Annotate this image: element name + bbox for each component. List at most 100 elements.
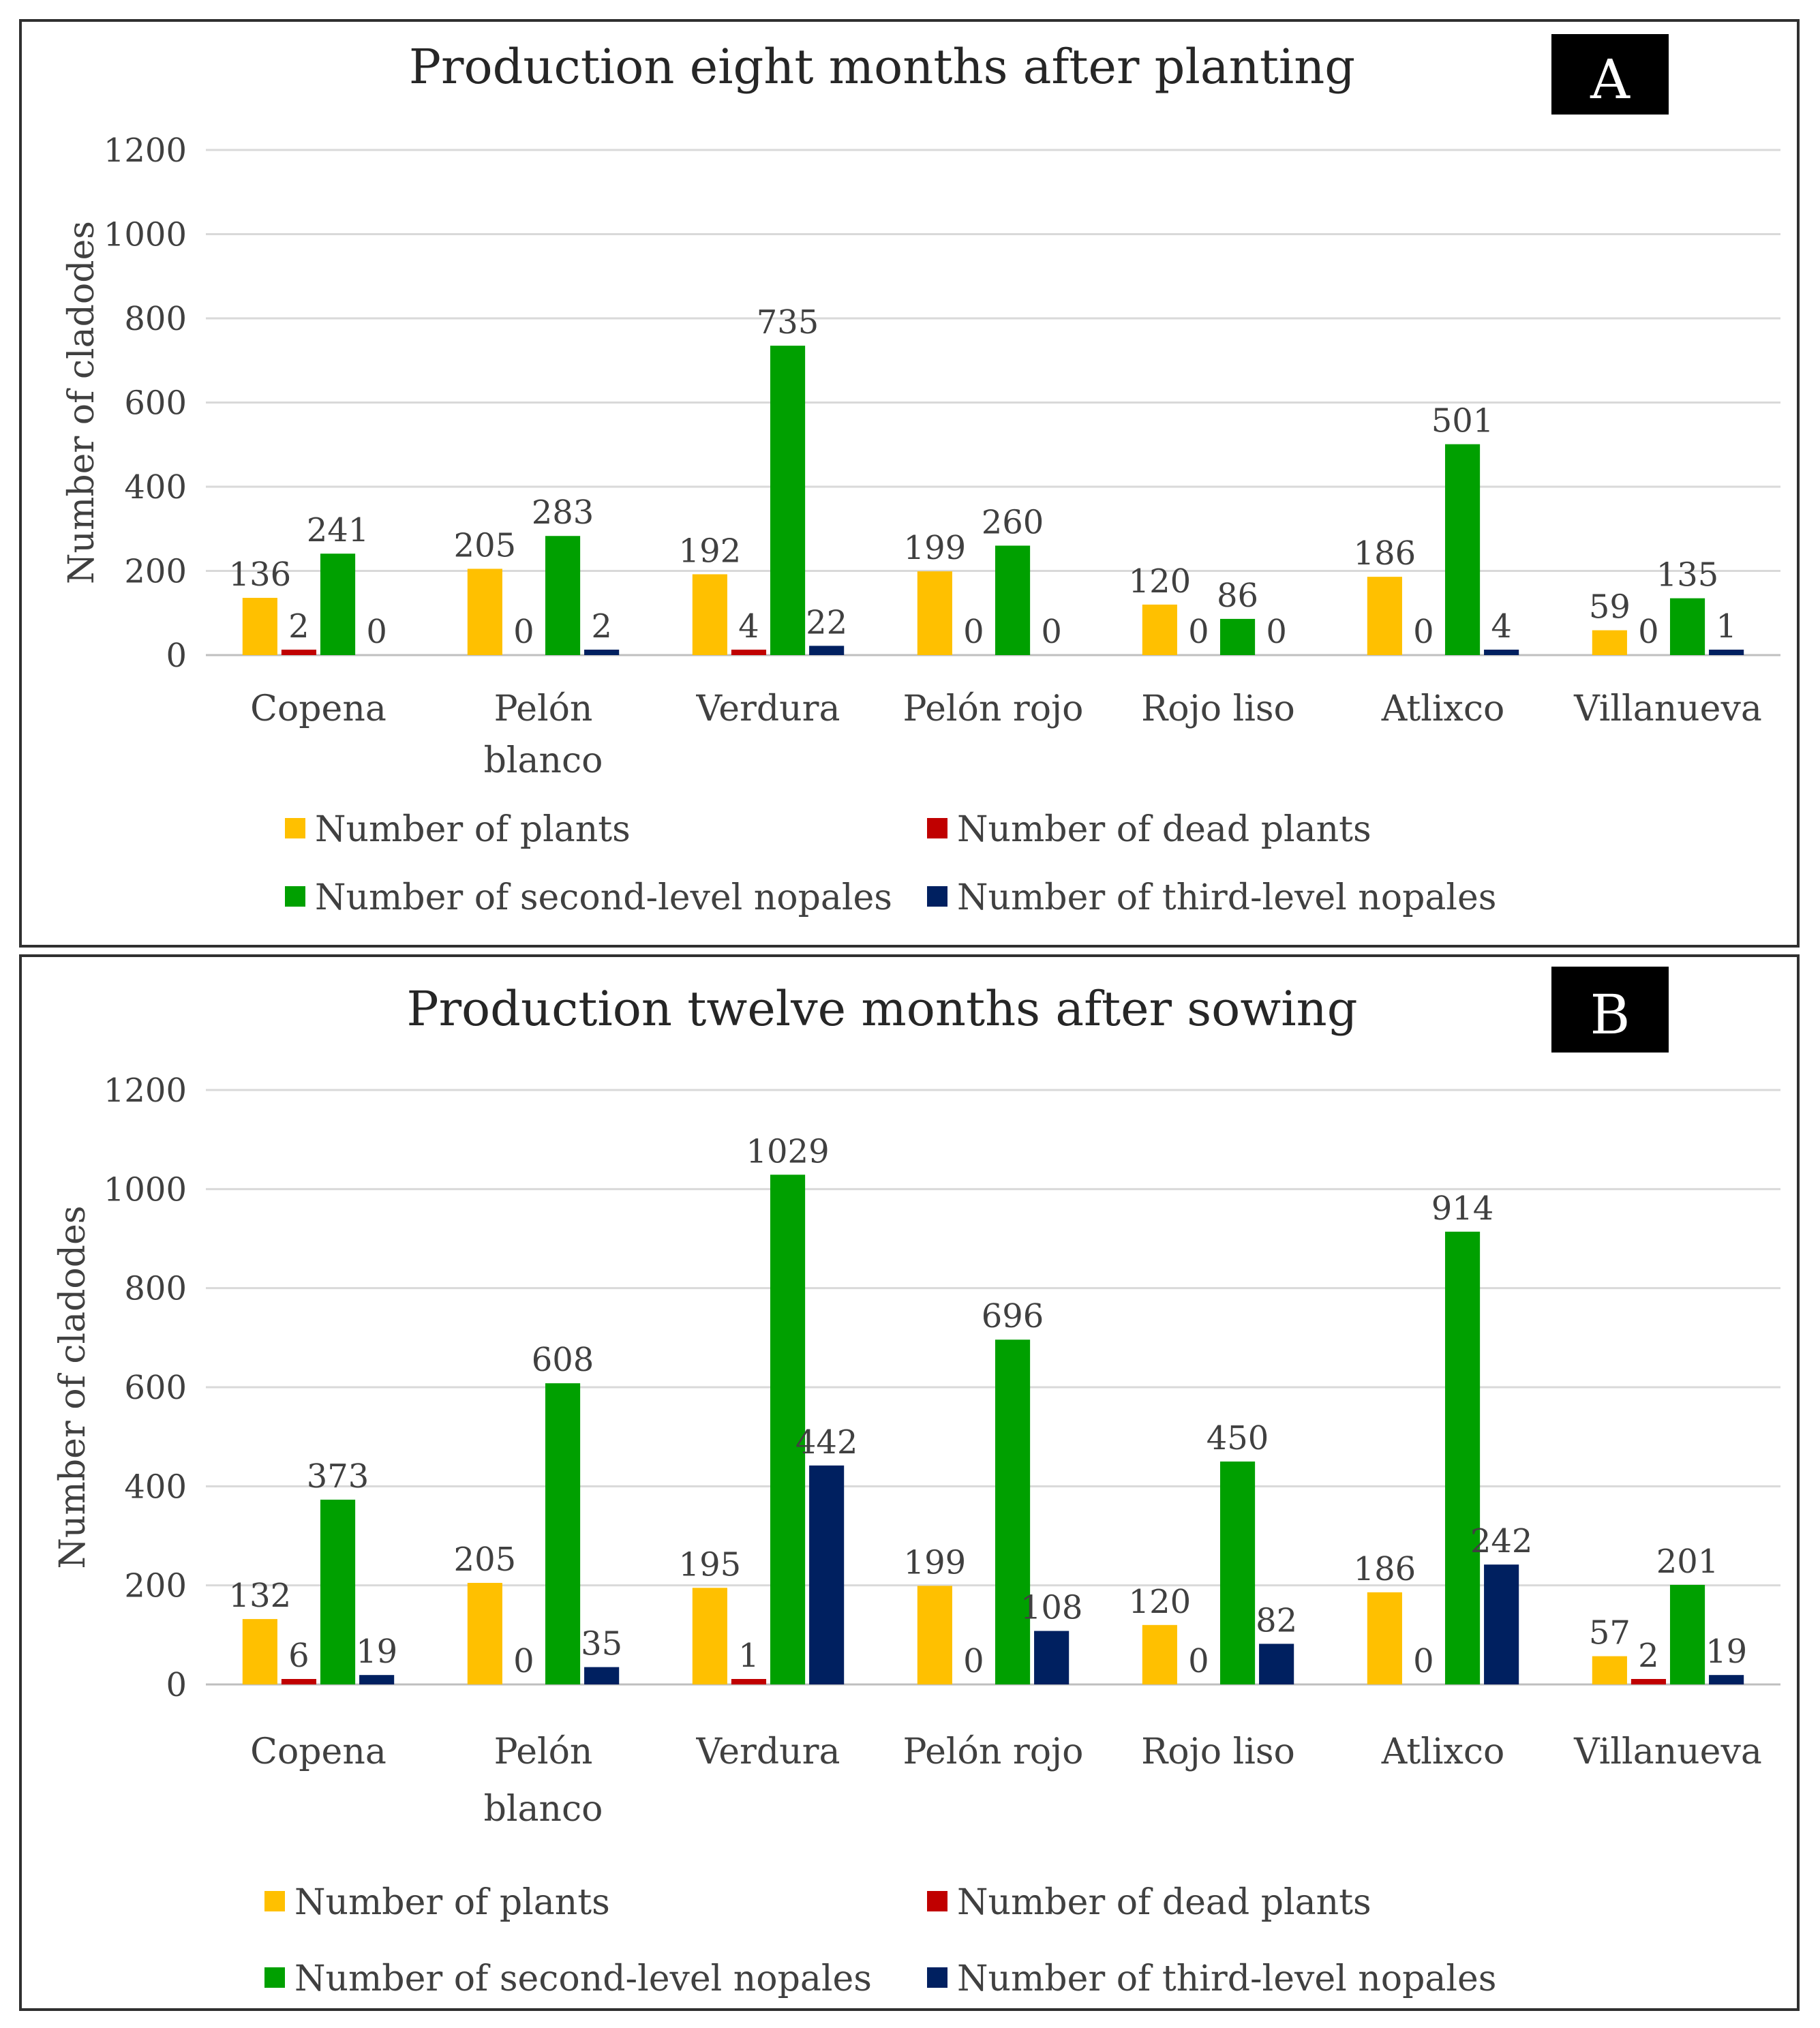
- x-tick-label: Pelón: [494, 1731, 593, 1772]
- y-axis-label: Number of cladodes: [61, 221, 102, 584]
- bar-second: [770, 346, 806, 655]
- bar-plants: [692, 1588, 727, 1684]
- bar-plants: [1142, 604, 1177, 655]
- x-tick-label: Villanueva: [1573, 1731, 1762, 1772]
- y-tick-label: 200: [124, 553, 187, 591]
- data-label: 2: [591, 607, 612, 646]
- data-label: 914: [1431, 1190, 1494, 1228]
- data-label: 19: [356, 1633, 397, 1671]
- data-label: 0: [1638, 613, 1659, 651]
- bar-plants: [1367, 577, 1402, 655]
- y-tick-label: 600: [124, 1369, 187, 1407]
- data-label: 0: [513, 613, 534, 651]
- data-label: 0: [1188, 1642, 1209, 1680]
- y-axis-label: Number of cladodes: [52, 1206, 93, 1569]
- legend-entry: Number of dead plants: [957, 809, 1371, 850]
- data-label: 241: [307, 511, 369, 549]
- chart-title: Production eight months after planting: [409, 39, 1355, 95]
- data-label: 442: [795, 1423, 858, 1462]
- data-label: 0: [1041, 613, 1062, 651]
- bar-second: [995, 545, 1031, 655]
- x-tick-label: Pelón: [494, 688, 593, 729]
- data-label: 186: [1354, 534, 1416, 573]
- chart-panel-b: Production twelve months after sowing B 0 2…: [19, 954, 1800, 2011]
- bar-dead: [1631, 1679, 1667, 1684]
- x-tick-label: Verdura: [695, 1731, 840, 1772]
- bar-plants: [1592, 630, 1627, 655]
- data-label: 283: [532, 494, 594, 532]
- bar-second: [1669, 1584, 1705, 1684]
- bar-third: [584, 650, 620, 655]
- x-tick-label: blanco: [484, 1789, 603, 1830]
- bar-second: [320, 554, 356, 655]
- data-label: 0: [366, 613, 387, 651]
- y-tick-label: 1000: [104, 1170, 187, 1209]
- bar-plants: [467, 569, 502, 655]
- data-label: 186: [1354, 1550, 1416, 1588]
- y-tick-label: 800: [124, 300, 187, 338]
- bar-third: [1034, 1631, 1070, 1684]
- bar-plants: [467, 1583, 502, 1684]
- data-label: 82: [1256, 1601, 1297, 1639]
- bar-dead: [281, 1679, 317, 1684]
- bar-third: [1709, 1675, 1744, 1684]
- bar-second: [1444, 1231, 1481, 1684]
- data-label: 1: [738, 1637, 759, 1675]
- panel-badge: [1551, 34, 1669, 115]
- data-label: 0: [1188, 613, 1209, 651]
- data-label: 0: [1413, 1642, 1434, 1680]
- y-tick-label: 0: [166, 637, 187, 675]
- data-label: 4: [738, 607, 759, 646]
- data-label: 135: [1656, 556, 1719, 594]
- chart-panel-a: Production eight months after planting A 0…: [19, 19, 1800, 948]
- data-label: 205: [454, 1541, 517, 1579]
- bar-third: [1709, 650, 1744, 655]
- data-label: 195: [679, 1545, 742, 1584]
- legend-entry: Number of second-level nopales: [294, 1958, 872, 1999]
- legend-entry: Number of third-level nopales: [957, 877, 1496, 918]
- legend-swatch-dead: [927, 818, 947, 838]
- bar-dead: [731, 650, 767, 655]
- bar-second: [1219, 618, 1256, 655]
- bar-second: [545, 1383, 581, 1684]
- chart-b-svg: Production twelve months after sowing B 0 2…: [52, 967, 1780, 1999]
- bar-second: [995, 1340, 1031, 1684]
- y-tick-label: 400: [124, 1468, 187, 1506]
- bar-plants: [242, 598, 277, 655]
- legend-entry: Number of plants: [315, 809, 631, 850]
- bar-plants: [917, 571, 952, 655]
- bar-third: [809, 1465, 845, 1684]
- x-tick-label: Copena: [250, 688, 386, 729]
- data-label: 205: [454, 526, 517, 564]
- y-tick-label: 0: [166, 1666, 187, 1704]
- bar-plants: [242, 1619, 277, 1684]
- data-label: 735: [757, 303, 819, 342]
- data-label: 120: [1129, 1583, 1192, 1621]
- data-label: 242: [1470, 1522, 1533, 1560]
- bar-third: [1259, 1644, 1294, 1684]
- y-tick-label: 600: [124, 384, 187, 423]
- x-tick-label: Pelón rojo: [903, 1731, 1084, 1772]
- panel-badge: [1551, 967, 1669, 1053]
- data-label: 0: [963, 613, 984, 651]
- bar-plants: [1142, 1624, 1177, 1684]
- panel-badge-label: B: [1590, 983, 1631, 1046]
- y-tick-label: 800: [124, 1270, 187, 1308]
- bar-second: [545, 536, 581, 655]
- data-label: 35: [581, 1625, 622, 1663]
- bar-third: [584, 1667, 620, 1684]
- chart-a-svg: Production eight months after planting A 0…: [61, 34, 1780, 918]
- bar-third: [359, 1675, 395, 1684]
- x-tick-label: Copena: [250, 1731, 386, 1772]
- x-tick-label: Rojo liso: [1141, 1731, 1295, 1772]
- data-label: 199: [904, 1543, 967, 1581]
- x-tick-label: Verdura: [695, 688, 840, 729]
- data-label: 201: [1656, 1543, 1719, 1581]
- data-label: 6: [288, 1637, 309, 1675]
- legend-swatch-plants: [264, 1891, 285, 1911]
- y-tick-label: 200: [124, 1567, 187, 1605]
- bar-third: [809, 646, 845, 655]
- bar-dead: [731, 1679, 767, 1684]
- data-label: 501: [1431, 402, 1494, 440]
- data-label: 2: [1638, 1637, 1659, 1675]
